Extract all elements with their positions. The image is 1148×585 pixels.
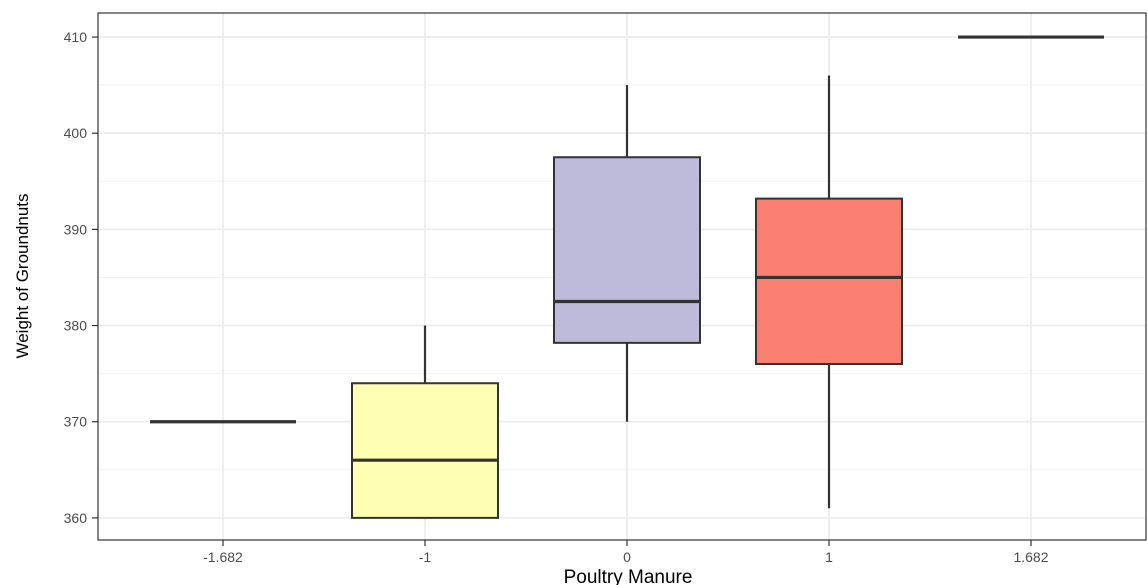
x-tick-label: 1 — [825, 549, 833, 565]
x-tick-label: -1 — [419, 549, 432, 565]
x-tick-label: -1.682 — [203, 549, 243, 565]
box--1 — [351, 325, 499, 519]
x-tick-label: 1.682 — [1013, 549, 1048, 565]
y-tick-label: 370 — [64, 414, 88, 430]
y-axis-title: Weight of Groundnuts — [13, 193, 32, 358]
box-body — [755, 197, 903, 366]
box-body — [553, 156, 701, 344]
box-body — [351, 382, 499, 519]
y-tick-label: 360 — [64, 510, 88, 526]
x-axis-title: Poultry Manure — [564, 567, 693, 585]
box-0 — [553, 85, 701, 422]
axes-layer: 360 370 380 390 400 410 -1.682 -1 0 1 1.682 — [64, 12, 1147, 565]
y-tick-label: 380 — [64, 318, 88, 334]
x-tick-label: 0 — [623, 549, 631, 565]
y-tick-label: 400 — [64, 125, 88, 141]
box-1 — [755, 75, 903, 509]
boxes-layer — [150, 35, 1104, 519]
y-tick-label: 390 — [64, 221, 88, 237]
y-tick-label: 410 — [64, 29, 88, 45]
panel-border — [97, 12, 1147, 541]
